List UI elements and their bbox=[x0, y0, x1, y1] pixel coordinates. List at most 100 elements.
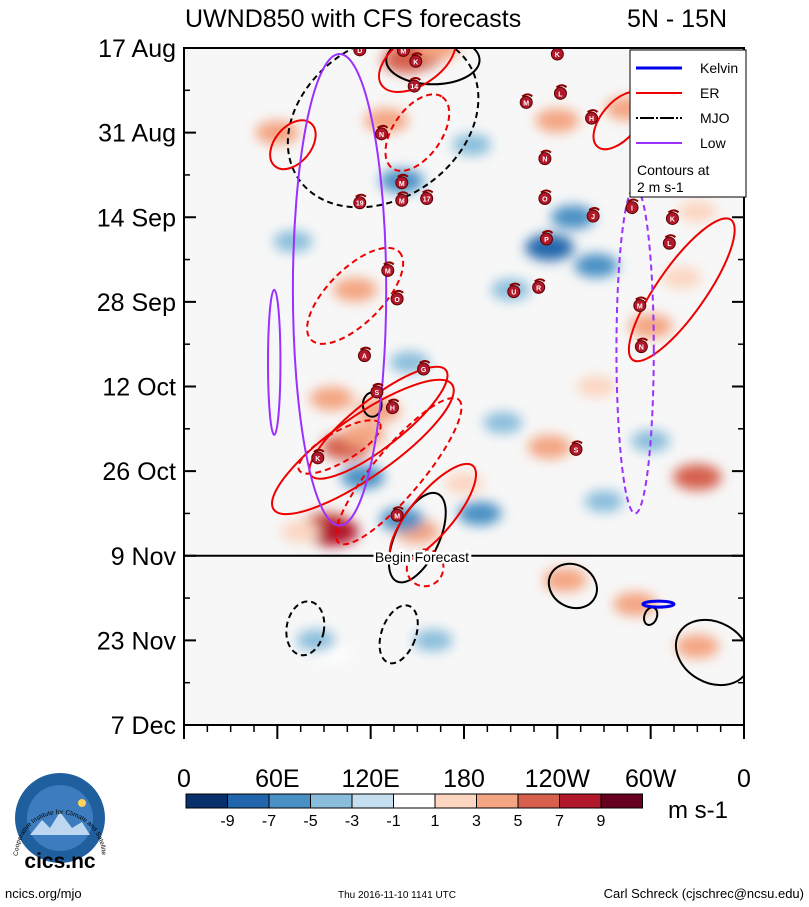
colorbar-swatch-6 bbox=[434, 793, 477, 809]
wave-contours bbox=[267, 48, 744, 687]
storm-id: N bbox=[639, 345, 644, 352]
y-tick-label-6: 9 Nov bbox=[111, 543, 177, 571]
storm-tail-icon bbox=[419, 359, 431, 364]
storm-icon bbox=[396, 48, 410, 57]
storm-marker-11: M bbox=[395, 191, 409, 207]
storm-id: L bbox=[558, 91, 563, 98]
storm-id: K bbox=[315, 456, 320, 463]
storm-icon bbox=[507, 285, 521, 299]
storm-icon bbox=[569, 442, 583, 456]
storm-id: M bbox=[394, 513, 400, 520]
storm-marker-21: U bbox=[507, 282, 521, 299]
storm-id: S bbox=[375, 390, 380, 397]
storm-tail-icon bbox=[588, 207, 600, 211]
storm-id: R bbox=[536, 285, 541, 292]
wind-cell-4 bbox=[364, 108, 409, 133]
colorbar-swatch-10 bbox=[600, 793, 643, 809]
storm-icon bbox=[634, 340, 648, 354]
wind-cell-21 bbox=[576, 375, 616, 398]
axes: 17 Aug 31 Aug 14 Sep 28 Sep 12 Oct 26 Oct 9 No… bbox=[97, 35, 751, 793]
storm-marker-22: R bbox=[532, 278, 546, 294]
mjo-contour-8 bbox=[674, 618, 744, 687]
storm-tail-icon bbox=[627, 198, 639, 203]
storm-icon bbox=[357, 349, 371, 363]
colorbar-label-0: -9 bbox=[220, 813, 234, 830]
storm-marker-25: N bbox=[634, 337, 649, 354]
storm-icon bbox=[311, 451, 325, 465]
storm-id: N bbox=[379, 132, 384, 139]
storm-tail-icon bbox=[636, 337, 649, 342]
storm-id: U bbox=[511, 290, 516, 297]
storm-tail-icon bbox=[422, 189, 434, 194]
storm-id: M bbox=[399, 198, 405, 205]
storm-id: L bbox=[667, 241, 672, 248]
storm-id: H bbox=[589, 116, 594, 123]
storm-icon bbox=[662, 236, 676, 250]
wind-cell-36 bbox=[483, 411, 523, 434]
colorbar-label-3: -3 bbox=[345, 813, 359, 830]
storm-id: 17 bbox=[423, 197, 431, 204]
wind-cell-29 bbox=[550, 205, 595, 230]
storm-marker-26: A bbox=[357, 346, 372, 363]
kelvin-contour-24 bbox=[641, 599, 676, 609]
storm-marker-0: D bbox=[353, 48, 367, 57]
wind-cell-22 bbox=[444, 472, 484, 495]
y-tick-label-0: 17 Aug bbox=[98, 35, 176, 63]
wind-cell-11 bbox=[340, 422, 385, 447]
storm-id: O bbox=[542, 197, 548, 204]
wind-cell-3 bbox=[255, 120, 300, 145]
colorbar-swatch-3 bbox=[310, 793, 353, 809]
wind-cell-31 bbox=[525, 234, 574, 261]
footer-author: Carl Schreck (cjschrec@ncsu.edu) bbox=[604, 886, 804, 901]
storm-tail-icon bbox=[534, 278, 546, 283]
storm-id: M bbox=[385, 268, 391, 275]
storm-marker-16: I bbox=[625, 198, 639, 215]
storm-tail-icon bbox=[521, 93, 533, 98]
storm-id: K bbox=[413, 59, 418, 66]
logo-mountain-icon bbox=[30, 812, 90, 835]
logo-text: cics.nc bbox=[24, 850, 96, 873]
storm-id: M bbox=[637, 304, 643, 311]
storm-tail-icon bbox=[392, 506, 404, 511]
storm-icon bbox=[417, 362, 431, 376]
storm-tail-icon bbox=[587, 109, 599, 113]
storm-icon bbox=[586, 209, 600, 223]
x-tick-label-3: 180 bbox=[443, 765, 485, 793]
storm-icon bbox=[532, 280, 546, 294]
storm-icon bbox=[353, 48, 367, 57]
y-tick-label-1: 31 Aug bbox=[98, 120, 176, 148]
legend-label-er: ER bbox=[700, 85, 719, 101]
storm-marker-20: M bbox=[381, 261, 395, 277]
storm-tail-icon bbox=[397, 173, 409, 178]
storm-marker-8: N bbox=[375, 124, 389, 141]
mjo-contour-4 bbox=[285, 600, 326, 657]
colorbar-swatch-0 bbox=[185, 793, 228, 809]
logo-sun-icon bbox=[78, 799, 86, 807]
storm-tail-icon bbox=[387, 398, 400, 403]
storm-marker-10: M bbox=[395, 173, 409, 190]
wind-cell-23 bbox=[543, 567, 588, 592]
legend: Kelvin ER MJO Low Contours at 2 m s-1 bbox=[629, 49, 747, 198]
legend-label-kelvin: Kelvin bbox=[700, 60, 738, 76]
storm-marker-13: 19 bbox=[353, 193, 367, 210]
colorbar-label-6: 3 bbox=[472, 813, 481, 830]
storm-tail-icon bbox=[392, 289, 404, 294]
storm-marker-32: M bbox=[390, 506, 404, 522]
er-contour-13 bbox=[306, 246, 405, 345]
colorbar-label-2: -5 bbox=[303, 813, 317, 830]
storm-id: K bbox=[670, 216, 675, 223]
storm-tail-icon bbox=[555, 84, 568, 89]
wind-cell-30 bbox=[574, 253, 619, 278]
storm-marker-1: M bbox=[396, 48, 410, 57]
footer-site: ncics.org/mjo bbox=[5, 886, 82, 901]
storm-icon bbox=[633, 299, 647, 313]
storm-marker-15: J bbox=[586, 207, 600, 223]
storm-tail-icon bbox=[383, 261, 395, 266]
wind-cell-41 bbox=[296, 629, 336, 652]
storm-icon bbox=[538, 192, 552, 206]
storm-id: M bbox=[399, 181, 405, 188]
x-tick-label-4: 120W bbox=[525, 765, 591, 793]
colorbar-label-8: 7 bbox=[555, 813, 564, 830]
storm-tail-icon bbox=[355, 193, 367, 198]
